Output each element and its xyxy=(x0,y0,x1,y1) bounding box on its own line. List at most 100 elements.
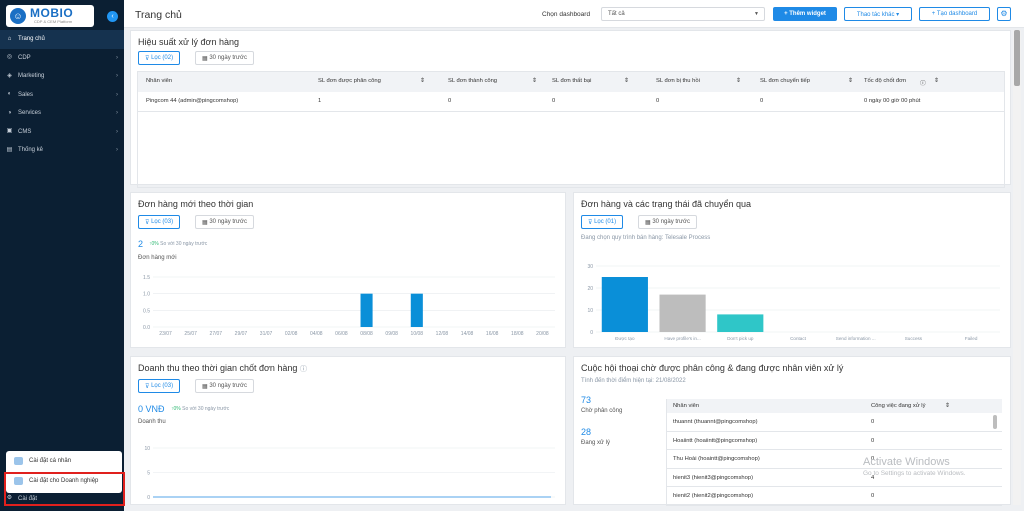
table-cell: Pingcom 44 (admin@pingcomshop) xyxy=(146,98,239,104)
filter-button[interactable]: ⊽ Lọc (02) xyxy=(138,51,181,65)
card-title: Cuộc hội thoại chờ được phân công & đang… xyxy=(581,363,844,373)
sort-icon[interactable]: ⇕ xyxy=(420,78,425,84)
x-tick-label: Don't pick up xyxy=(727,336,754,341)
date-range-button[interactable]: ▦ 30 ngày trước xyxy=(195,51,254,65)
y-tick-label: 30 xyxy=(587,264,593,270)
page-scrollbar[interactable] xyxy=(1013,30,1021,505)
table-cell: Thu Hoài (hoaintt@pingcomshop) xyxy=(673,456,760,462)
personal-settings-item[interactable]: Cài đặt cá nhân xyxy=(6,451,122,471)
cms-icon: ▣ xyxy=(6,128,13,135)
table-row[interactable]: Hoaiintt (hoaiintt@pingcomshop) 0 xyxy=(667,432,1002,450)
order-status-card: Đơn hàng và các trạng thái đã chuyển qua… xyxy=(573,192,1011,348)
column-header[interactable]: Nhân viên xyxy=(673,403,700,409)
sidebar-item-label: Thống kê xyxy=(18,147,44,154)
column-header[interactable]: SL đơn thành công xyxy=(448,78,498,84)
column-header[interactable]: SL đơn thất bại xyxy=(552,78,592,84)
x-tick-label: Send information ... xyxy=(836,336,876,341)
filter-button[interactable]: ⊽ Lọc (01) xyxy=(581,215,624,229)
calendar-icon: ▦ xyxy=(202,383,210,390)
column-header[interactable]: SL đơn được phân công xyxy=(318,78,381,84)
column-header[interactable]: Nhân viên xyxy=(146,78,173,84)
sidebar-item-marketing[interactable]: ◈ Marketing › xyxy=(0,67,124,86)
table-cell: 1 xyxy=(318,98,322,104)
home-icon: ⌂ xyxy=(7,35,12,42)
table-row[interactable]: Pingcom 44 (admin@pingcomshop) 1 0 0 0 0… xyxy=(138,92,1004,112)
sort-icon[interactable]: ⇕ xyxy=(945,403,950,409)
trend-percent: 0% xyxy=(173,406,181,412)
filter-icon: ⊽ xyxy=(588,219,595,226)
sidebar-item-services[interactable]: ◑ Services › xyxy=(0,104,124,123)
sidebar-item-cdp[interactable]: ◎ CDP › xyxy=(0,49,124,68)
topbar: Trang chủ Chọn dashboard Tất cả ▼ + Thêm … xyxy=(124,0,1024,28)
card-title: Đơn hàng và các trạng thái đã chuyển qua xyxy=(581,199,752,209)
highlight-box xyxy=(4,472,125,506)
scrollbar-thumb[interactable] xyxy=(1014,30,1020,86)
table-scrollbar-thumb[interactable] xyxy=(993,415,997,429)
chevron-right-icon: › xyxy=(116,91,118,98)
sidebar-item-home[interactable]: ⌂ Trang chủ xyxy=(0,30,124,49)
sidebar-item-stats[interactable]: ▤ Thống kê › xyxy=(0,141,124,160)
gear-icon[interactable]: ⚙ xyxy=(997,7,1011,21)
date-label: 30 ngày trước xyxy=(209,219,247,225)
table-cell: 0 ngày 00 giờ 00 phút xyxy=(864,98,921,104)
date-range-button[interactable]: ▦ 30 ngày trước xyxy=(638,215,697,229)
chevron-right-icon: › xyxy=(116,54,118,61)
x-tick-label: 31/07 xyxy=(260,331,273,337)
settings-item[interactable]: ⚙ Cài đặt xyxy=(6,495,37,502)
filter-label: Lọc (01) xyxy=(594,219,617,225)
logo[interactable]: ☺ MOBIO CDP & CEM Platform xyxy=(6,5,94,27)
date-range-button[interactable]: ▦ 30 ngày trước xyxy=(195,379,254,393)
table-row[interactable]: hienit2 (hienit2@pingcomshop) 0 xyxy=(667,487,1002,506)
waiting-count: 73 xyxy=(581,395,592,405)
popup-item-label: Cài đặt cá nhân xyxy=(29,458,72,464)
sort-icon[interactable]: ⇕ xyxy=(736,78,741,84)
other-actions-button[interactable]: Thao tác khác ▾ xyxy=(844,7,912,21)
table-cell: 0 xyxy=(760,98,764,104)
column-header[interactable]: Tốc độ chốt đơn xyxy=(864,78,907,84)
filter-button[interactable]: ⊽ Lọc (03) xyxy=(138,379,181,393)
table-cell: thuannt (thuannt@pingcomshop) xyxy=(673,419,758,425)
metric-label: Đơn hàng mới xyxy=(138,255,177,261)
date-range-button[interactable]: ▦ 30 ngày trước xyxy=(195,215,254,229)
sort-icon[interactable]: ⇕ xyxy=(624,78,629,84)
add-widget-button[interactable]: + Thêm widget xyxy=(773,7,837,21)
column-header[interactable]: SL đơn chuyển tiếp xyxy=(760,78,810,84)
column-header[interactable]: SL đơn bị thu hồi xyxy=(656,78,700,84)
filter-label: Lọc (03) xyxy=(151,219,174,225)
x-tick-label: Have profile's in... xyxy=(664,336,700,341)
table-row[interactable]: thuannt (thuannt@pingcomshop) 0 xyxy=(667,413,1002,432)
column-header[interactable]: Công việc đang xử lý xyxy=(871,403,926,409)
x-tick-label: 16/08 xyxy=(486,331,499,337)
sidebar-item-cms[interactable]: ▣ CMS › xyxy=(0,123,124,142)
business-settings-item[interactable]: Cài đặt cho Doanh nghiệp xyxy=(6,471,122,491)
collapse-sidebar-icon[interactable]: ‹ xyxy=(107,11,118,22)
card-title: Đơn hàng mới theo thời gian xyxy=(138,199,254,209)
order-performance-card: Hiệu suất xử lý đơn hàng ⊽ Lọc (02) ▦ 30… xyxy=(130,30,1011,188)
calendar-icon: ▦ xyxy=(202,55,210,62)
sidebar-item-sales[interactable]: ◐ Sales › xyxy=(0,86,124,105)
sidebar-item-label: Marketing xyxy=(18,73,45,80)
info-icon: ⓘ xyxy=(920,81,926,87)
activate-windows-subtitle: Go to Settings to activate Windows. xyxy=(863,470,966,477)
filter-button[interactable]: ⊽ Lọc (03) xyxy=(138,215,181,229)
create-dashboard-button[interactable]: + Tạo dashboard xyxy=(919,7,990,21)
date-label: 30 ngày trước xyxy=(209,383,247,389)
table-cell: 0 xyxy=(448,98,452,104)
sort-icon[interactable]: ⇕ xyxy=(848,78,853,84)
table-cell: hienit2 (hienit2@pingcomshop) xyxy=(673,493,754,499)
gear-icon: ⚙ xyxy=(6,495,13,501)
bar xyxy=(659,294,706,332)
trend-text: ↑0% So với 30 ngày trước xyxy=(149,241,207,247)
processing-count: 28 xyxy=(581,427,592,437)
table-cell: 0 xyxy=(552,98,556,104)
y-tick-label: 0.5 xyxy=(143,308,150,314)
sidebar-item-label: Sales xyxy=(18,91,34,98)
filter-label: Lọc (02) xyxy=(151,55,174,61)
table-row[interactable]: hienit3 (hienit3@pingcomshop) 4 xyxy=(667,469,1002,487)
table-cell: 0 xyxy=(871,456,875,462)
dashboard-select[interactable]: Tất cả ▼ xyxy=(601,7,765,21)
sort-icon[interactable]: ⇕ xyxy=(934,78,939,84)
sort-icon[interactable]: ⇕ xyxy=(532,78,537,84)
table-row[interactable]: Thu Hoài (hoaintt@pingcomshop) 0 xyxy=(667,450,1002,469)
revenue-chart: 0 5 10 xyxy=(144,446,555,501)
